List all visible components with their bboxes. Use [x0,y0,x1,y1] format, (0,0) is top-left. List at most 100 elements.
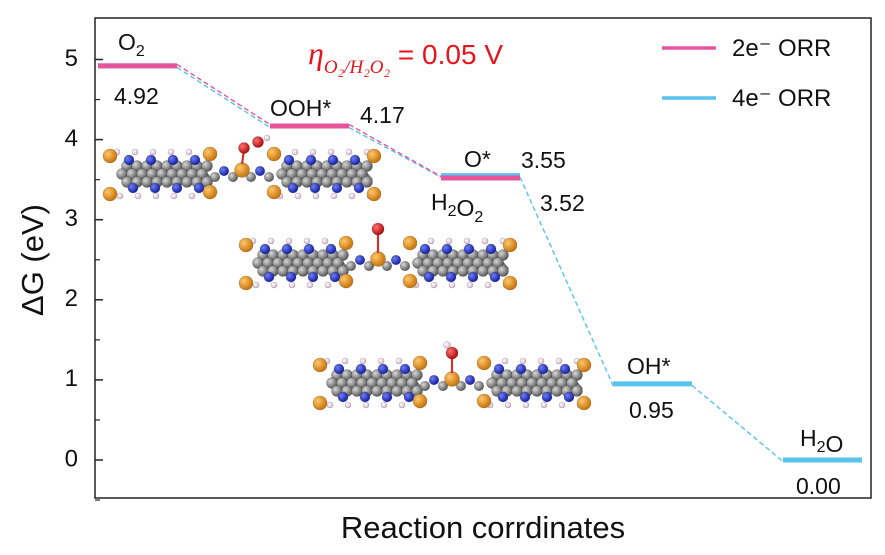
atom [477,265,489,277]
atom [380,401,388,409]
atom [281,243,293,255]
atom [371,222,385,236]
atom [476,355,492,371]
energy-levels [98,63,862,463]
atom [406,377,418,389]
atom [345,148,353,156]
atom [317,265,329,277]
atom [331,182,343,194]
atom [218,165,230,177]
atom [189,154,201,166]
atom [441,243,453,255]
species-label: O2 [118,29,145,60]
connector-4e [176,66,271,129]
atom [493,363,505,375]
atom [356,168,368,180]
atom [238,237,254,253]
atom [476,393,492,409]
molecular-structure-icon [102,134,382,202]
atom [326,401,334,409]
atom [419,243,431,255]
atom [131,148,139,156]
atom [445,237,453,245]
atom [481,237,489,245]
atom [467,271,479,283]
atom [297,265,309,277]
atom [419,380,431,392]
atom [344,401,352,409]
atom [531,385,543,397]
atom [149,182,161,194]
atom [145,154,157,166]
atom [537,363,549,375]
atom [359,391,371,403]
atom [266,146,282,162]
atom [355,363,367,375]
atom [366,186,382,202]
atom [497,265,509,277]
atom [238,142,250,154]
atom [123,154,135,166]
atom [576,395,592,411]
atom [497,249,509,261]
atom [312,395,328,411]
x-axis-title: Reaction corrdinates [341,510,625,545]
atom [381,391,393,403]
atom [102,148,118,164]
atom [238,275,254,291]
atom [134,192,142,200]
atom [252,281,260,289]
molecular-structure-icon [312,341,592,411]
atom [312,192,320,200]
level-value-label: 4.92 [114,83,159,109]
atom [327,154,339,166]
atom [263,171,275,183]
level-value-label: 3.52 [540,190,585,216]
atom [402,235,418,251]
atom [519,357,527,365]
atom [391,385,403,397]
atom [363,260,375,272]
atom [502,275,518,291]
y-tick-label: 5 [65,45,78,72]
atom [540,401,548,409]
atom [330,192,338,200]
atom [571,385,583,397]
level-labels: O2 4.92 OOH* 4.17 O* 3.55 H2O2 3.52 OH* 0.95 H2O 0.… [114,29,843,499]
atom [559,363,571,375]
atom [202,184,218,200]
atom [291,148,299,156]
molecular-structure-icon [238,222,518,291]
connector-2e [348,123,442,178]
level-value-label: 0.95 [629,397,674,423]
atom [457,265,469,277]
legend-label: 4e⁻ ORR [732,85,831,112]
atom [395,357,403,365]
atom [370,251,386,267]
atom [309,182,321,194]
atom [377,357,385,365]
atom [541,391,553,403]
atom [171,182,183,194]
eta-symbol: η [308,35,324,71]
atom [555,357,563,365]
atom [285,237,293,245]
atom [444,371,460,387]
atom [167,148,175,156]
overpotential-annotation: ηO₂/H₂O₂ = 0.05 V [308,35,503,78]
y-axis: 0 1 2 3 4 5 [65,45,103,501]
atom [181,176,193,188]
atom [484,281,492,289]
atom [455,380,467,392]
atom [501,357,509,365]
atom [306,281,314,289]
atom [193,182,205,194]
atom [427,237,435,245]
atom [504,401,512,409]
atom [522,401,530,409]
atom [402,273,418,289]
atom [227,171,239,183]
atom [337,391,349,403]
atom [333,363,345,375]
